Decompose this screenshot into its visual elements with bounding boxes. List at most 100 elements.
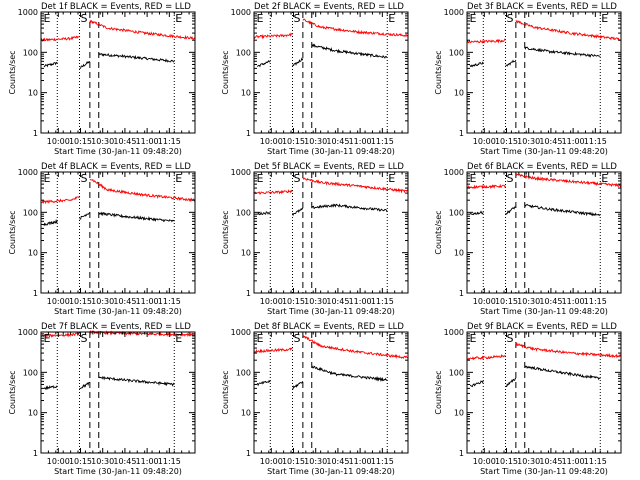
y-tick-label: 1 — [33, 289, 38, 298]
panel-title: Det 8f BLACK = Events, RED = LLD — [254, 322, 404, 332]
panel-title: Det 5f BLACK = Events, RED = LLD — [254, 162, 404, 172]
y-tick-label: 10 — [454, 409, 464, 418]
x-tick-label: 10:45 — [113, 457, 136, 466]
y-tick-label: 1 — [459, 289, 464, 298]
x-axis-label: Start Time (30-Jan-11 09:48:20) — [54, 467, 182, 476]
x-tick-label: 10:45 — [539, 137, 562, 146]
y-tick-label: 1 — [246, 129, 251, 138]
x-tick-label: 10:00 — [473, 457, 496, 466]
marker-label: E — [175, 332, 182, 345]
marker-label: S — [81, 172, 88, 185]
y-tick-label: 100 — [449, 368, 464, 377]
x-tick-label: 10:45 — [539, 297, 562, 306]
series-line-lld — [515, 341, 622, 359]
x-tick-label: 10:30 — [304, 137, 327, 146]
x-tick-label: 10:00 — [260, 457, 283, 466]
y-tick-label: 1000 — [444, 168, 464, 177]
plot-frame — [466, 331, 622, 454]
y-tick-label: 10 — [28, 89, 38, 98]
x-tick-label: 10:30 — [91, 457, 114, 466]
x-tick-label: 11:15 — [158, 297, 181, 306]
y-axis-label: Counts/sec — [8, 370, 17, 414]
y-axis-label: Counts/sec — [434, 210, 443, 254]
x-tick-label: 10:30 — [517, 297, 540, 306]
x-tick-label: 11:15 — [371, 457, 394, 466]
y-axis-label: Counts/sec — [221, 50, 230, 94]
x-tick-label: 10:30 — [91, 137, 114, 146]
y-tick-label: 1 — [33, 129, 38, 138]
x-tick-label: 10:30 — [517, 137, 540, 146]
x-tick-label: 11:15 — [158, 457, 181, 466]
series-line-events — [79, 381, 91, 390]
x-tick-label: 11:15 — [371, 137, 394, 146]
x-tick-label: 10:45 — [326, 297, 349, 306]
y-axis-label: Counts/sec — [434, 50, 443, 94]
series-line-events — [256, 379, 271, 387]
series-line-events — [256, 60, 271, 68]
x-axis-label: Start Time (30-Jan-11 09:48:20) — [480, 307, 608, 316]
plot-frame — [466, 171, 622, 294]
y-tick-label: 1 — [246, 449, 251, 458]
y-tick-label: 1000 — [18, 168, 38, 177]
x-tick-label: 11:00 — [349, 457, 372, 466]
x-axis-label: Start Time (30-Jan-11 09:48:20) — [480, 147, 608, 156]
y-tick-label: 10 — [454, 249, 464, 258]
y-tick-label: 10 — [241, 409, 251, 418]
chart-panel-2: Det 2f BLACK = Events, RED = LLD 1 10 100 10… — [221, 2, 409, 156]
marker-label: S — [507, 172, 514, 185]
chart-panel-1: Det 1f BLACK = Events, RED = LLD 1 10 100 10… — [8, 2, 196, 156]
x-tick-label: 10:15 — [495, 457, 518, 466]
x-tick-label: 11:15 — [584, 457, 607, 466]
marker-label: E — [43, 172, 50, 185]
y-tick-label: 100 — [449, 48, 464, 57]
series-line-events — [292, 380, 304, 390]
series-line-events — [43, 385, 58, 391]
x-tick-label: 11:00 — [562, 297, 585, 306]
x-tick-label: 10:45 — [539, 457, 562, 466]
marker-label: E — [256, 12, 263, 25]
plot-frame — [253, 331, 409, 454]
marker-label: E — [43, 332, 50, 345]
y-tick-label: 10 — [28, 249, 38, 258]
marker-label: S — [294, 12, 301, 25]
marker-label: S — [294, 172, 301, 185]
chart-panel-3: Det 3f BLACK = Events, RED = LLD 1 10 100 10… — [434, 2, 622, 156]
x-tick-label: 10:45 — [113, 137, 136, 146]
marker-label: E — [601, 332, 608, 345]
series-line-lld — [89, 19, 196, 40]
series-line-lld — [253, 347, 293, 354]
marker-label: S — [294, 332, 301, 345]
y-tick-label: 10 — [241, 249, 251, 258]
x-tick-label: 10:00 — [47, 457, 70, 466]
y-axis-label: Counts/sec — [8, 50, 17, 94]
series-line-events — [469, 61, 484, 68]
x-axis-label: Start Time (30-Jan-11 09:48:20) — [267, 147, 395, 156]
marker-label: E — [469, 172, 476, 185]
series-line-events — [98, 211, 175, 223]
series-line-events — [256, 211, 271, 216]
y-tick-label: 1 — [33, 449, 38, 458]
series-line-lld — [466, 353, 506, 361]
series-line-lld — [302, 177, 409, 194]
series-line-events — [292, 57, 304, 67]
plot-frame — [40, 11, 196, 134]
series-line-events — [505, 206, 517, 215]
series-line-events — [98, 375, 175, 387]
series-line-lld — [254, 189, 293, 195]
y-tick-label: 100 — [449, 208, 464, 217]
panel-title: Det 4f BLACK = Events, RED = LLD — [41, 162, 191, 172]
x-tick-label: 11:15 — [584, 137, 607, 146]
chart-panel-8: Det 8f BLACK = Events, RED = LLD 1 10 100 10… — [221, 322, 409, 476]
x-tick-label: 10:15 — [69, 137, 92, 146]
x-tick-label: 10:15 — [495, 297, 518, 306]
panel-title: Det 6f BLACK = Events, RED = LLD — [467, 162, 617, 172]
y-axis-label: Counts/sec — [8, 210, 17, 254]
y-tick-label: 1 — [246, 289, 251, 298]
x-tick-label: 10:00 — [47, 137, 70, 146]
series-line-lld — [515, 173, 622, 188]
marker-label: E — [388, 172, 395, 185]
x-tick-label: 11:00 — [562, 137, 585, 146]
series-line-events — [505, 377, 517, 388]
y-tick-label: 1000 — [444, 8, 464, 17]
series-line-events — [311, 43, 388, 59]
